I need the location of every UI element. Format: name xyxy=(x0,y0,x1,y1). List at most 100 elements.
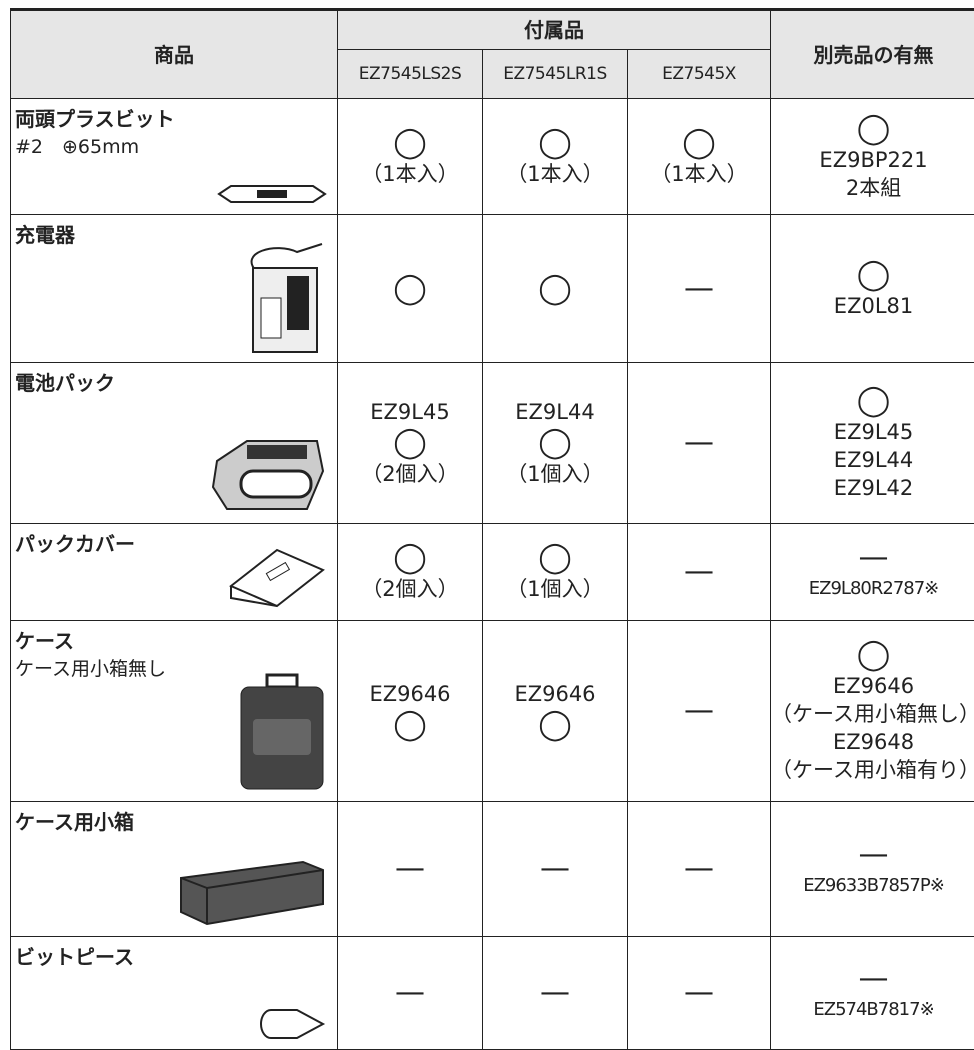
included-cell: — xyxy=(483,937,628,1050)
cell-line: （2個入） xyxy=(338,460,482,488)
box-icon xyxy=(177,848,327,928)
cell-line: EZ574B7817※ xyxy=(771,996,974,1024)
product-name: ケース用小箱 xyxy=(15,808,337,836)
cell-line: — xyxy=(628,272,770,306)
cell-line: — xyxy=(771,838,974,872)
table-row: 充電器◯◯—◯EZ0L81 xyxy=(11,215,974,363)
separate-cell: —EZ9633B7857P※ xyxy=(771,802,974,937)
cell-line: ◯ xyxy=(338,541,482,575)
separate-cell: —EZ574B7817※ xyxy=(771,937,974,1050)
separate-cell: ◯EZ0L81 xyxy=(771,215,974,363)
model-header: EZ7545LR1S xyxy=(483,50,628,99)
cell-line: EZ9L45 xyxy=(338,398,482,426)
included-cell: — xyxy=(483,802,628,937)
cell-line: EZ9L44 xyxy=(771,446,974,474)
cell-line: ◯ xyxy=(338,126,482,160)
cell-line: ◯ xyxy=(338,426,482,460)
cell-line: — xyxy=(628,976,770,1010)
included-cell: ◯（2個入） xyxy=(338,524,483,621)
table-row: ビットピース————EZ574B7817※ xyxy=(11,937,974,1050)
product-cell: パックカバー xyxy=(11,524,338,621)
product-note: #2 ⊕65mm xyxy=(15,133,337,161)
cell-line: （ケース用小箱有り） xyxy=(771,756,974,784)
table-row: ケース用小箱————EZ9633B7857P※ xyxy=(11,802,974,937)
cell-line: — xyxy=(628,426,770,460)
cell-line: EZ9646 xyxy=(483,680,627,708)
cell-line: ◯ xyxy=(483,426,627,460)
cell-line: — xyxy=(483,852,627,886)
cell-line: ◯ xyxy=(771,384,974,418)
table-row: 両頭プラスビット#2 ⊕65mm◯（1本入）◯（1本入）◯（1本入）◯EZ9BP… xyxy=(11,99,974,215)
included-cell: — xyxy=(628,363,771,524)
cell-line: EZ9L44 xyxy=(483,398,627,426)
header-cell: 付属品 xyxy=(338,10,771,50)
cell-line: （1個入） xyxy=(483,460,627,488)
header-row: 商品 付属品 別売品の有無 xyxy=(11,10,974,50)
included-cell: EZ9646◯ xyxy=(338,621,483,802)
cell-line: ◯ xyxy=(483,272,627,306)
cell-line: EZ9633B7857P※ xyxy=(771,872,974,900)
included-cell: — xyxy=(628,215,771,363)
cell-line: — xyxy=(483,976,627,1010)
cell-line: — xyxy=(628,555,770,589)
cell-line: 2本組 xyxy=(771,174,974,202)
product-cell: ケース用小箱 xyxy=(11,802,338,937)
product-name: 電池パック xyxy=(15,369,337,397)
cell-line: ◯ xyxy=(483,541,627,575)
separate-cell: —EZ9L80R2787※ xyxy=(771,524,974,621)
case-icon xyxy=(237,673,327,793)
model-header: EZ7545X xyxy=(628,50,771,99)
included-cell: ◯（1本入） xyxy=(338,99,483,215)
included-cell: ◯（1本入） xyxy=(483,99,628,215)
cell-line: （ケース用小箱無し） xyxy=(771,700,974,728)
included-cell: EZ9L45◯（2個入） xyxy=(338,363,483,524)
cell-line: ◯ xyxy=(483,126,627,160)
included-cell: ◯ xyxy=(338,215,483,363)
table-body: 両頭プラスビット#2 ⊕65mm◯（1本入）◯（1本入）◯（1本入）◯EZ9BP… xyxy=(11,99,974,1050)
cell-line: ◯ xyxy=(771,638,974,672)
included-cell: — xyxy=(338,937,483,1050)
bitpiece-icon xyxy=(257,1007,327,1041)
table-row: パックカバー◯（2個入）◯（1個入）——EZ9L80R2787※ xyxy=(11,524,974,621)
cell-line: ◯ xyxy=(338,272,482,306)
header-cell: 別売品の有無 xyxy=(771,10,974,99)
cell-line: ◯ xyxy=(338,708,482,742)
included-cell: — xyxy=(628,802,771,937)
cell-line: （1本入） xyxy=(338,160,482,188)
cell-line: EZ9L42 xyxy=(771,474,974,502)
battery-icon xyxy=(207,431,327,515)
product-cell: ケースケース用小箱無し xyxy=(11,621,338,802)
cell-line: （1本入） xyxy=(628,160,770,188)
cell-line: ◯ xyxy=(483,708,627,742)
included-cell: — xyxy=(628,524,771,621)
cell-line: （1本入） xyxy=(483,160,627,188)
cell-line: EZ9L80R2787※ xyxy=(771,575,974,603)
charger-icon xyxy=(237,242,327,354)
included-cell: ◯ xyxy=(483,215,628,363)
product-cell: 電池パック xyxy=(11,363,338,524)
included-cell: — xyxy=(338,802,483,937)
accessory-table: 商品 付属品 別売品の有無 EZ7545LS2S EZ7545LR1S EZ75… xyxy=(10,8,974,1050)
cell-line: — xyxy=(338,852,482,886)
cell-line: EZ9BP221 xyxy=(771,146,974,174)
bit-icon xyxy=(217,182,327,206)
included-cell: EZ9L44◯（1個入） xyxy=(483,363,628,524)
product-cell: ビットピース xyxy=(11,937,338,1050)
cell-line: （1個入） xyxy=(483,575,627,603)
product-cell: 充電器 xyxy=(11,215,338,363)
included-cell: — xyxy=(628,621,771,802)
model-header: EZ7545LS2S xyxy=(338,50,483,99)
separate-cell: ◯EZ9646（ケース用小箱無し）EZ9648（ケース用小箱有り） xyxy=(771,621,974,802)
cell-line: EZ0L81 xyxy=(771,292,974,320)
cell-line: — xyxy=(628,694,770,728)
product-name: ビットピース xyxy=(15,943,337,971)
product-name: 両頭プラスビット xyxy=(15,105,337,133)
cell-line: ◯ xyxy=(771,258,974,292)
cell-line: EZ9L45 xyxy=(771,418,974,446)
cell-line: ◯ xyxy=(628,126,770,160)
